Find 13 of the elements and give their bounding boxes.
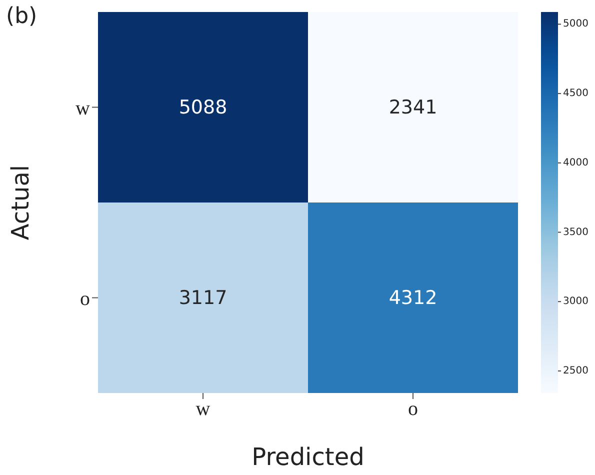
data-label: 5088 — [178, 96, 228, 118]
x-axis-title: Predicted — [252, 443, 364, 471]
y-axis-title: Actual — [6, 164, 35, 240]
color-bar-label: 3500 — [563, 226, 588, 238]
text: (b) — [6, 4, 38, 29]
data-label: 2341 — [388, 96, 438, 118]
color-bar-label: 2500 — [563, 365, 588, 376]
data-label: 4312 — [388, 286, 438, 309]
color-bar-label: 3000 — [563, 296, 588, 308]
data-label: 3117 — [178, 286, 228, 309]
color-bar-label: 4000 — [563, 157, 588, 168]
color-bar-label: 5000 — [563, 18, 588, 30]
color-bar-label: 4500 — [563, 88, 588, 100]
